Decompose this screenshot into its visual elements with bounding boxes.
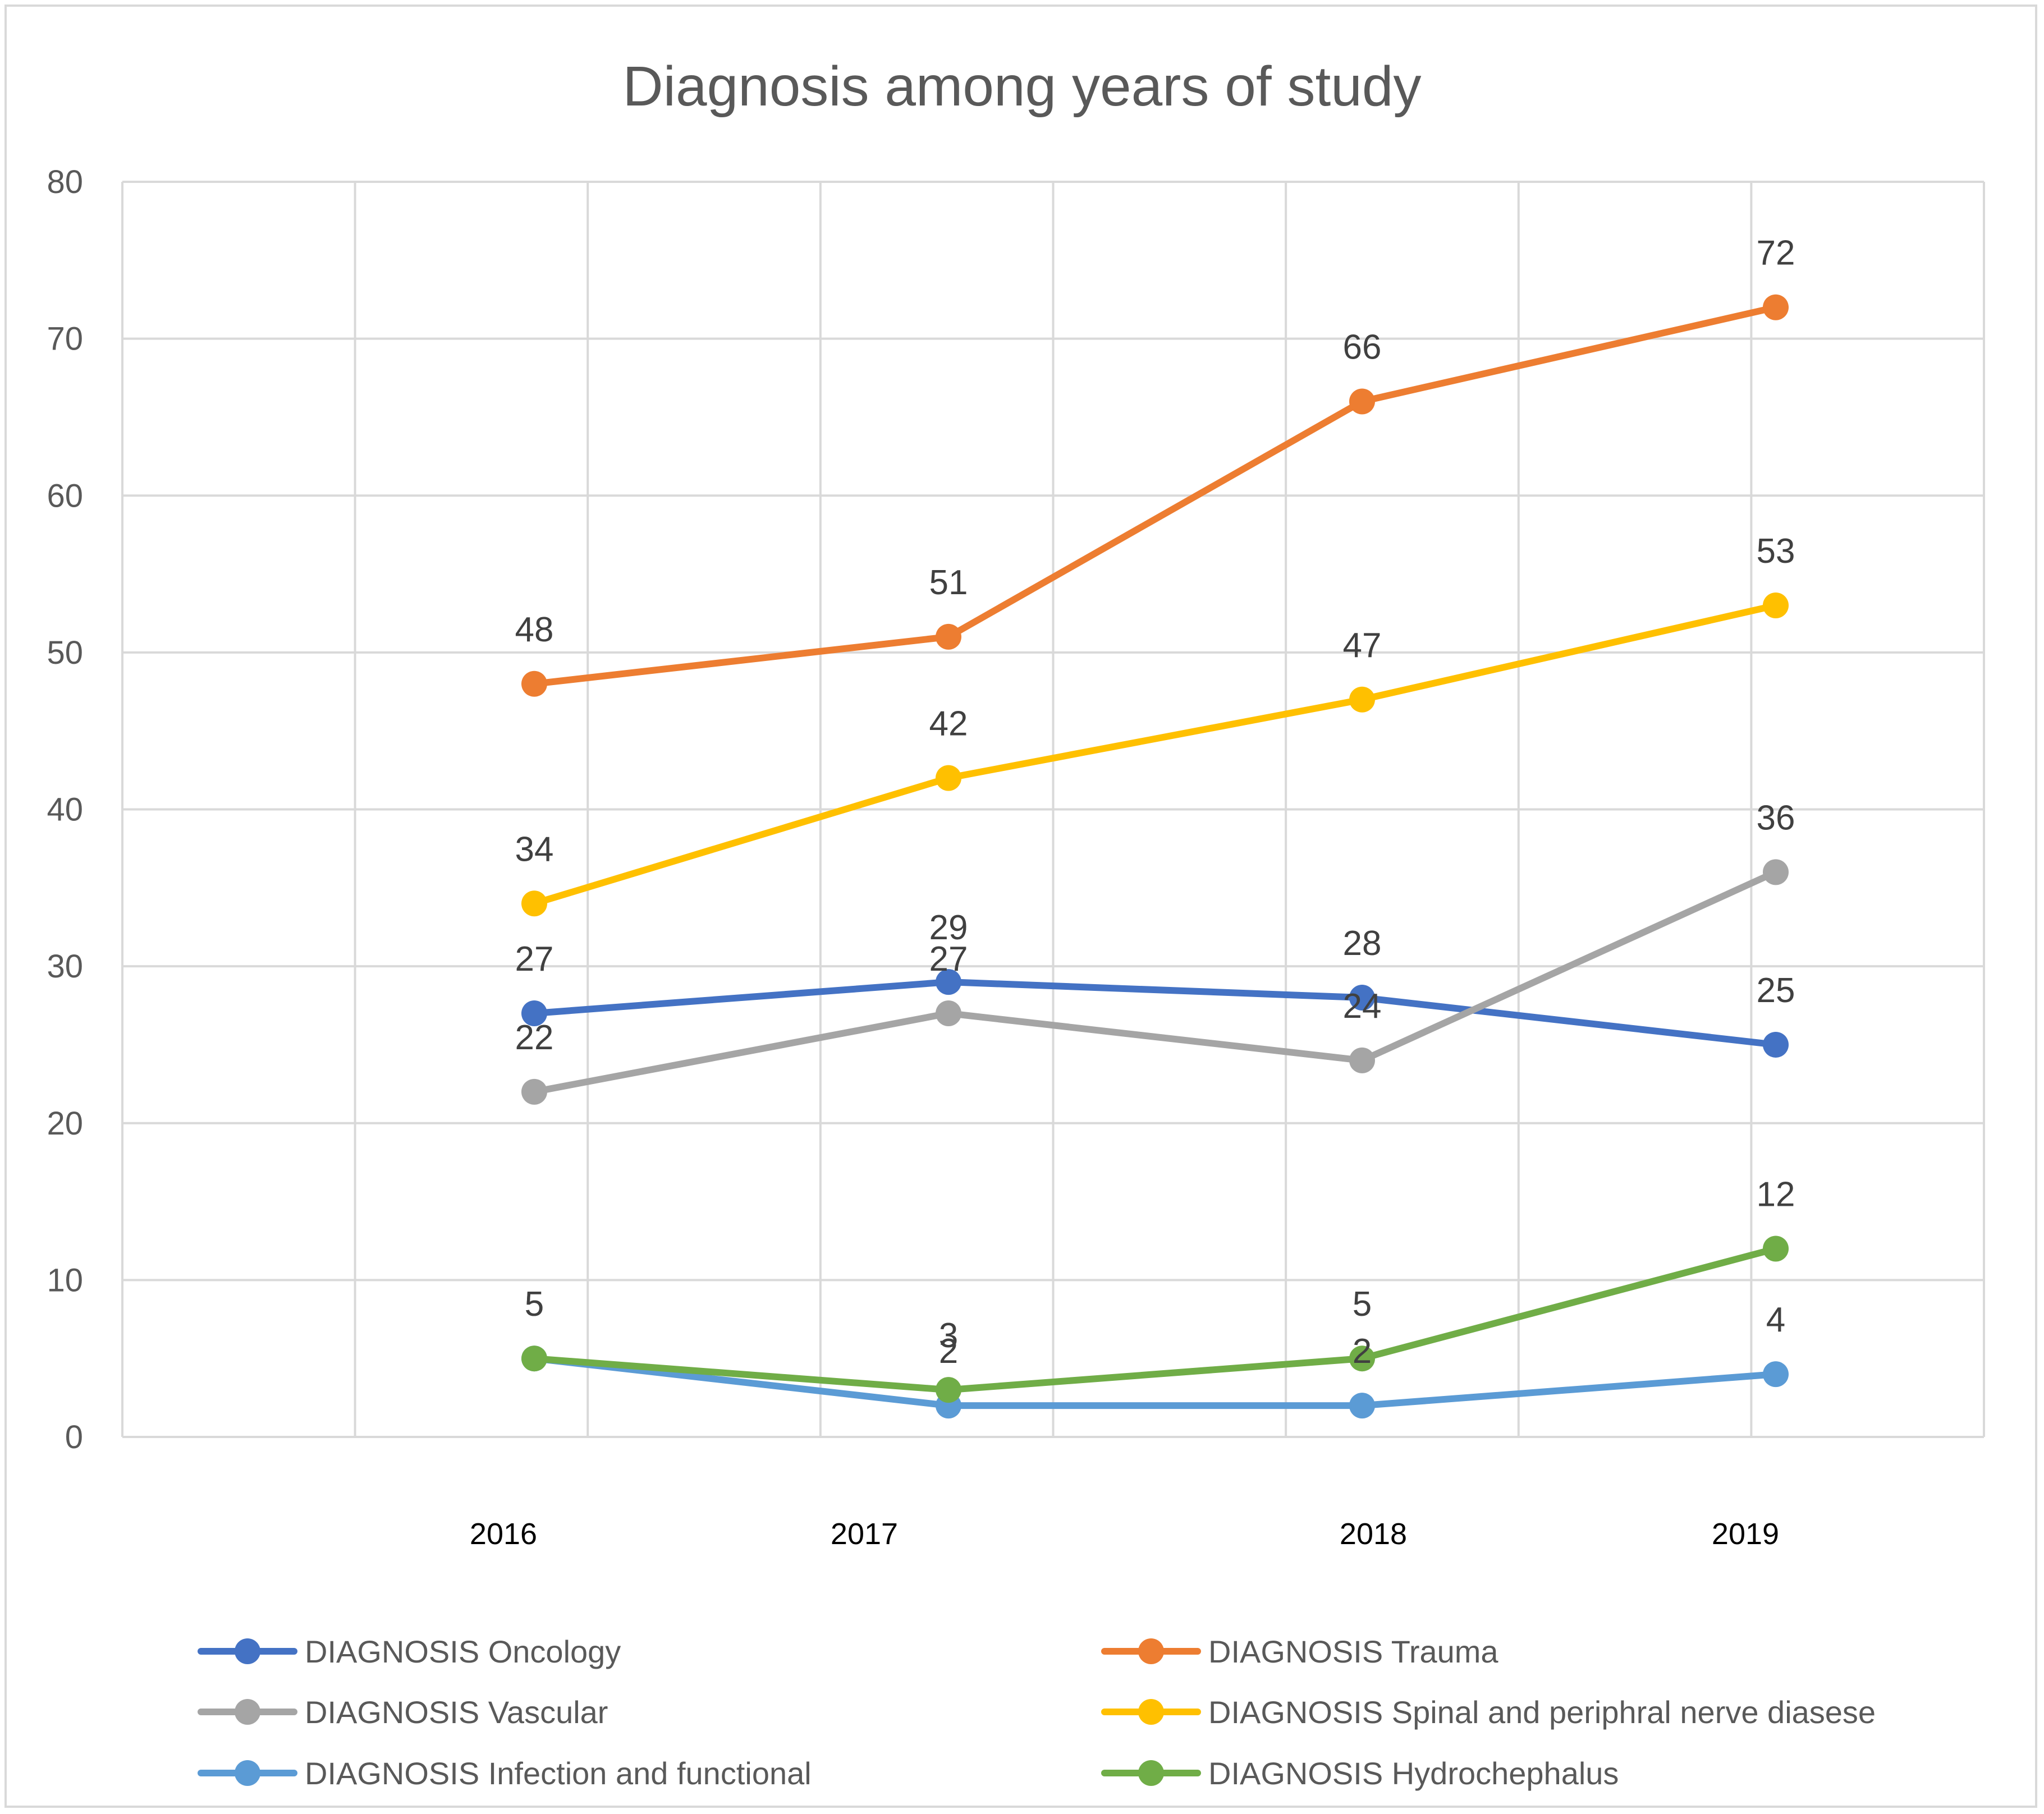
series-line [531, 304, 1779, 687]
legend-swatch-marker [1138, 1699, 1164, 1725]
data-point [521, 1078, 547, 1105]
grid [121, 181, 1985, 1438]
y-tick-label: 60 [47, 477, 83, 514]
legend-label: DIAGNOSIS Hydrochephalus [1208, 1756, 1619, 1791]
data-label: 5 [1353, 1285, 1372, 1324]
y-tick-label: 10 [47, 1262, 83, 1298]
data-label: 53 [1757, 532, 1795, 571]
series-lines [521, 294, 1789, 1419]
data-label: 27 [515, 940, 554, 979]
y-axis-ticks: 0 10 20 30 40 50 60 70 80 [47, 164, 83, 1455]
data-point [936, 623, 961, 650]
data-label: 2 [939, 1332, 958, 1371]
data-point [1763, 294, 1789, 320]
data-point [1349, 985, 1375, 1011]
x-tick-label: 2018 [1340, 1517, 1407, 1551]
data-label: 42 [929, 705, 968, 743]
data-label: 51 [929, 563, 968, 602]
series-line [531, 1245, 1779, 1394]
data-point [521, 1345, 547, 1372]
data-point [1349, 1393, 1375, 1419]
data-label: 25 [1757, 971, 1795, 1010]
data-point [1349, 388, 1375, 415]
legend-swatch-marker [1138, 1638, 1164, 1664]
series-line [531, 1355, 1779, 1409]
y-tick-label: 40 [47, 792, 83, 828]
legend-swatch-marker [235, 1760, 260, 1786]
data-label: 27 [929, 940, 968, 979]
x-tick-label: 2016 [470, 1517, 537, 1551]
series-line [531, 601, 1779, 907]
data-label: 12 [1757, 1175, 1795, 1214]
legend-label: DIAGNOSIS Vascular [305, 1694, 608, 1730]
data-label: 47 [1343, 626, 1382, 665]
data-point [936, 765, 961, 791]
data-point [936, 969, 961, 995]
data-label: 36 [1757, 798, 1795, 837]
legend-swatch-marker [1138, 1760, 1164, 1786]
data-label: 5 [525, 1285, 544, 1324]
y-tick-label: 20 [47, 1105, 83, 1142]
data-point [1763, 1236, 1789, 1262]
data-point [1349, 1047, 1375, 1073]
data-point [936, 1377, 961, 1403]
y-tick-label: 50 [47, 635, 83, 671]
data-point [521, 1000, 547, 1027]
data-label: 4 [1766, 1301, 1785, 1339]
data-label: 48 [515, 610, 554, 649]
legend-label: DIAGNOSIS Trauma [1208, 1634, 1498, 1669]
data-label: 29 [929, 908, 968, 947]
data-point [936, 1000, 961, 1027]
data-label: 5 [525, 1285, 544, 1324]
data-label: 34 [515, 830, 554, 869]
data-point [1763, 592, 1789, 618]
data-point [1763, 1361, 1789, 1388]
data-point [1763, 859, 1789, 885]
legend-label: DIAGNOSIS Oncology [305, 1634, 621, 1669]
data-point [521, 671, 547, 697]
x-tick-label: 2019 [1712, 1517, 1779, 1551]
data-label: 66 [1343, 328, 1382, 366]
x-axis-ticks: 2016 2017 2018 2019 [470, 1517, 1779, 1551]
series-line [531, 869, 1779, 1095]
data-label: 2 [1353, 1332, 1372, 1371]
legend-swatch-marker [235, 1638, 260, 1664]
data-point [1349, 686, 1375, 713]
data-label: 22 [515, 1018, 554, 1057]
data-label: 24 [1343, 987, 1382, 1026]
y-tick-label: 80 [47, 164, 83, 200]
legend: DIAGNOSIS Oncology DIAGNOSIS Trauma DIAGNO… [198, 1634, 1876, 1791]
y-tick-label: 0 [65, 1419, 83, 1455]
data-label: 28 [1343, 924, 1382, 963]
legend-swatch-marker [235, 1699, 260, 1725]
data-point [1349, 1345, 1375, 1372]
x-tick-label: 2017 [831, 1517, 898, 1551]
legend-label: DIAGNOSIS Spinal and periphral nerve dia… [1208, 1694, 1876, 1730]
y-tick-label: 70 [47, 321, 83, 357]
data-point [521, 890, 547, 917]
y-tick-label: 30 [47, 948, 83, 985]
data-label: 72 [1757, 234, 1795, 273]
series-line [531, 979, 1779, 1048]
chart-title: Diagnosis among years of study [623, 55, 1422, 118]
data-point [1763, 1031, 1789, 1058]
data-label: 3 [939, 1316, 958, 1355]
legend-label: DIAGNOSIS Infection and functional [305, 1756, 812, 1791]
